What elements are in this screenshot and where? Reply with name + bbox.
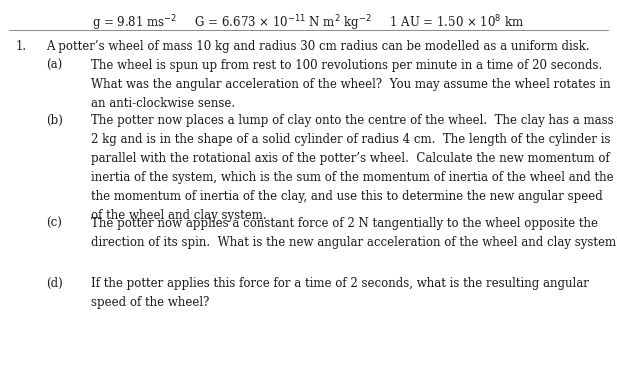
Text: The potter now places a lump of clay onto the centre of the wheel.  The clay has: The potter now places a lump of clay ont…: [91, 114, 614, 222]
Text: (a): (a): [46, 59, 62, 72]
Text: A potter’s wheel of mass 10 kg and radius 30 cm radius can be modelled as a unif: A potter’s wheel of mass 10 kg and radiu…: [46, 40, 590, 53]
Text: (d): (d): [46, 277, 63, 290]
Text: The potter now applies a constant force of 2 N tangentially to the wheel opposit: The potter now applies a constant force …: [91, 217, 617, 249]
Text: g = 9.81 ms$^{-2}$     G = 6.673 $\times$ 10$^{-11}$ N m$^{2}$ kg$^{-2}$     1 A: g = 9.81 ms$^{-2}$ G = 6.673 $\times$ 10…: [93, 13, 524, 33]
Text: The wheel is spun up from rest to 100 revolutions per minute in a time of 20 sec: The wheel is spun up from rest to 100 re…: [91, 59, 611, 110]
Text: (b): (b): [46, 114, 63, 127]
Text: (c): (c): [46, 217, 62, 230]
Text: 1.: 1.: [15, 40, 27, 53]
Text: If the potter applies this force for a time of 2 seconds, what is the resulting : If the potter applies this force for a t…: [91, 277, 589, 309]
